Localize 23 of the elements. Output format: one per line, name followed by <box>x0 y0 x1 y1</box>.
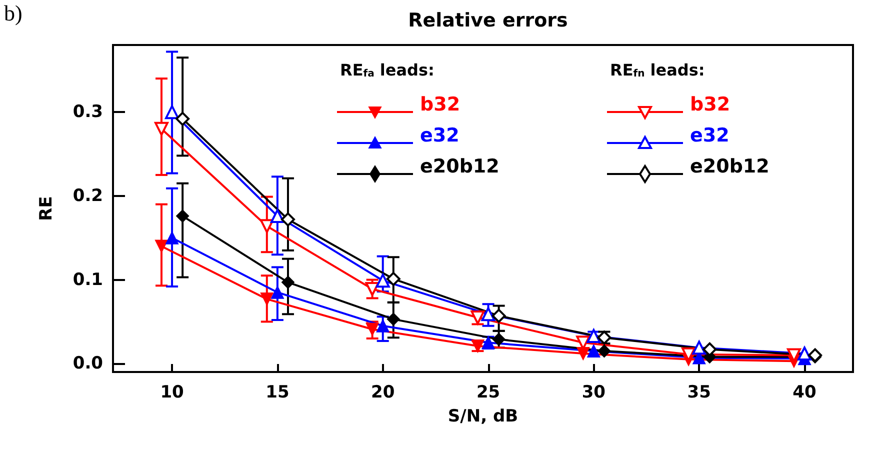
x-tick-label: 40 <box>792 382 817 402</box>
y-axis-title: RE <box>36 196 56 221</box>
x-axis-title: S/N, dB <box>448 406 518 426</box>
y-tick-label: 0.3 <box>72 102 103 122</box>
annotation: REfa leads: <box>340 60 434 80</box>
x-tick-label: 15 <box>266 382 290 402</box>
legend-label: b32 <box>690 94 730 116</box>
x-tick-label: 35 <box>687 382 711 402</box>
text: b) <box>4 0 22 26</box>
chart-title: Relative errors <box>408 10 568 32</box>
y-tick-label: 0.0 <box>72 354 104 374</box>
legend-label: e32 <box>690 124 730 146</box>
x-tick-label: 30 <box>582 382 606 402</box>
legend-label: e20b12 <box>690 156 770 178</box>
x-tick-label: 10 <box>160 382 184 402</box>
x-tick-label: 20 <box>371 382 395 402</box>
annotation: REfn leads: <box>610 60 705 80</box>
legend-label: b32 <box>420 94 460 116</box>
x-tick-label: 25 <box>476 382 500 402</box>
y-tick-label: 0.1 <box>72 270 103 290</box>
legend-label: e20b12 <box>420 156 500 178</box>
legend-label: e32 <box>420 124 460 146</box>
y-tick-label: 0.2 <box>72 186 103 206</box>
